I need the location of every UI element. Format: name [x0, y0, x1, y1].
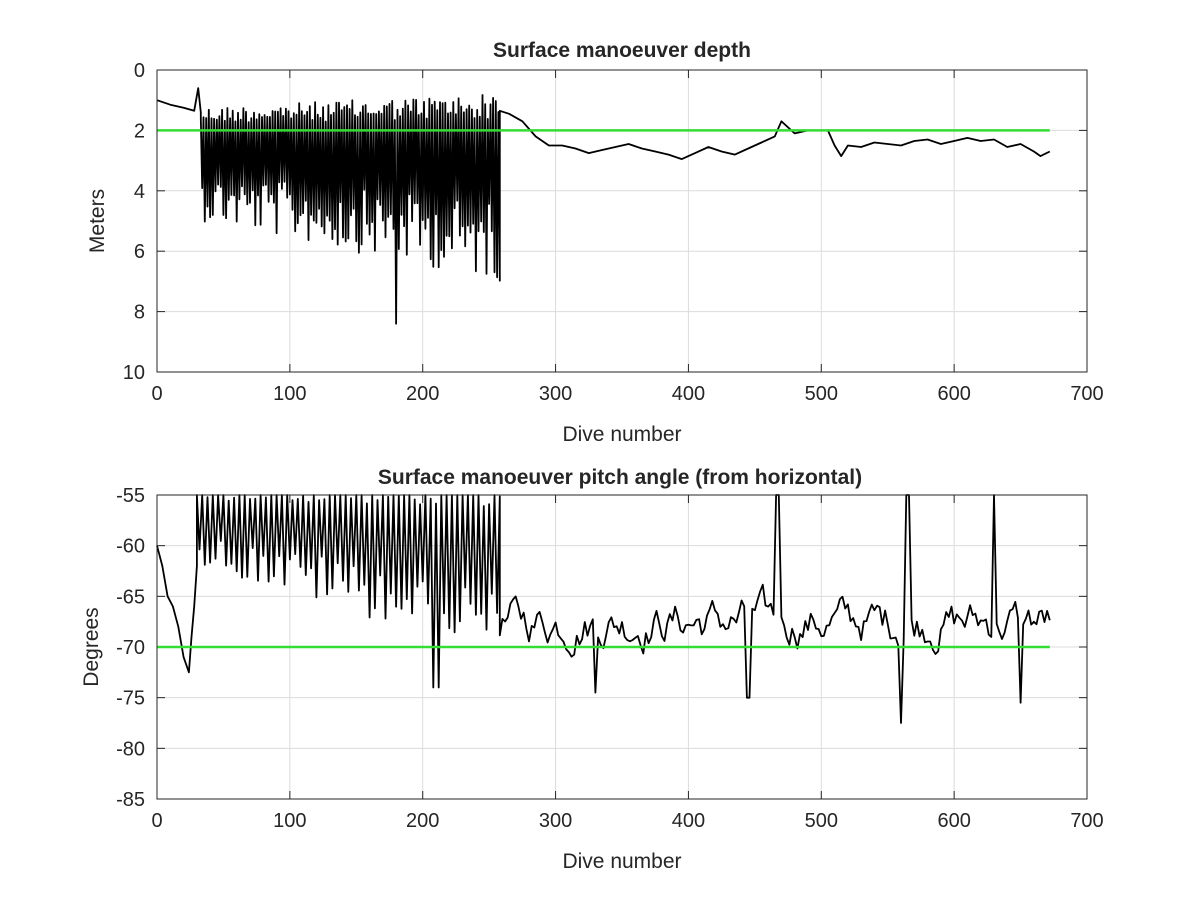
y-tick-label: -55	[116, 485, 145, 507]
x-tick-label: 0	[151, 810, 162, 832]
depth-y-ticks: 0 2 4 6 8 10	[123, 60, 1087, 384]
x-tick-label: 500	[805, 383, 838, 405]
y-tick-label: -80	[116, 738, 145, 760]
x-tick-label: 300	[539, 383, 572, 405]
y-tick-label: 6	[134, 241, 145, 263]
y-tick-label: 8	[134, 302, 145, 324]
x-tick-label: 700	[1070, 383, 1103, 405]
pitch-x-label: Dive number	[562, 850, 681, 873]
y-tick-label: 0	[134, 60, 145, 82]
y-tick-label: 4	[134, 181, 145, 203]
pitch-y-ticks: -55 -60 -65 -70 -75 -80 -85	[116, 485, 1087, 811]
x-tick-label: 500	[805, 810, 838, 832]
pitch-axes-box	[156, 494, 1088, 800]
depth-title: Surface manoeuver depth	[493, 39, 751, 62]
x-tick-label: 400	[672, 810, 705, 832]
x-tick-label: 300	[539, 810, 572, 832]
y-tick-label: 10	[123, 362, 145, 384]
depth-x-label: Dive number	[562, 423, 681, 446]
x-tick-label: 100	[273, 383, 306, 405]
depth-panel: 0 100 200 300 400 500 600 700 0 2 4 6 8 10 Surface m…	[86, 39, 1104, 446]
pitch-series	[156, 494, 1051, 724]
x-tick-label: 100	[273, 810, 306, 832]
series-line	[156, 494, 1051, 724]
x-tick-label: 200	[406, 810, 439, 832]
y-tick-label: 2	[134, 120, 145, 142]
x-tick-label: 700	[1070, 810, 1103, 832]
pitch-y-label: Degrees	[80, 607, 103, 686]
y-tick-label: -65	[116, 586, 145, 608]
x-tick-label: 600	[937, 383, 970, 405]
depth-x-ticks: 0 100 200 300 400 500 600 700	[151, 70, 1104, 405]
pitch-panel: 0 100 200 300 400 500 600 700 -55 -60 -65 -70 -75 -8…	[80, 466, 1104, 873]
depth-series	[156, 87, 1051, 325]
pitch-title: Surface manoeuver pitch angle (from hori…	[378, 466, 862, 489]
x-tick-label: 200	[406, 383, 439, 405]
pitch-x-ticks: 0 100 200 300 400 500 600 700	[151, 495, 1104, 832]
y-tick-label: -75	[116, 688, 145, 710]
depth-y-label: Meters	[86, 189, 109, 253]
depth-axes-box	[156, 69, 1088, 373]
x-tick-label: 600	[937, 810, 970, 832]
x-tick-label: 0	[151, 383, 162, 405]
y-tick-label: -60	[116, 536, 145, 558]
y-tick-label: -85	[116, 789, 145, 811]
x-tick-label: 400	[672, 383, 705, 405]
y-tick-label: -70	[116, 637, 145, 659]
